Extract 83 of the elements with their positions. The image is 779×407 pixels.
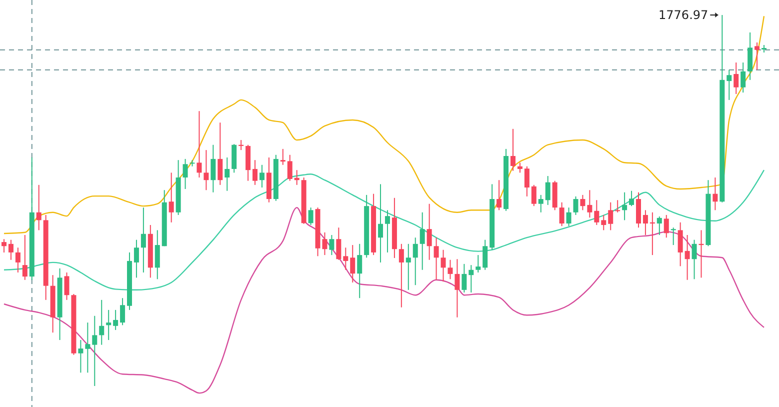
candlestick [462, 263, 467, 294]
candlestick [748, 32, 753, 80]
candlestick [182, 158, 188, 190]
candlestick [398, 243, 404, 308]
candlestick [350, 244, 356, 283]
candlestick [336, 227, 342, 260]
candlestick [378, 184, 384, 263]
candlestick [168, 172, 174, 223]
candlestick [420, 212, 425, 270]
candlestick [218, 122, 223, 186]
candlestick [22, 234, 28, 280]
candlestick [726, 69, 732, 100]
candlestick [559, 202, 564, 227]
candlestick [426, 203, 432, 260]
candlestick [259, 164, 264, 188]
candlestick [629, 190, 634, 207]
candlestick [538, 194, 544, 213]
candlestick [92, 315, 98, 386]
candlestick [622, 192, 628, 221]
candlestick [608, 202, 614, 231]
candlestick [224, 156, 230, 192]
candlestick [656, 216, 662, 236]
candlestick [204, 150, 209, 191]
candlestick [15, 247, 20, 273]
candlestick [517, 162, 522, 174]
candlestick [573, 196, 578, 216]
candlestick [280, 148, 286, 166]
candlestick [482, 239, 488, 270]
candlestick [287, 154, 292, 182]
candlestick [476, 254, 481, 273]
candlestick [496, 180, 502, 211]
candlestick [670, 227, 676, 246]
candlestick [99, 299, 104, 346]
candlestick [524, 166, 530, 197]
candlestick [692, 239, 697, 280]
candlestick [594, 200, 600, 226]
candlestick [106, 309, 112, 340]
candlestick [712, 177, 718, 211]
candlestick [2, 238, 6, 253]
candlestick [36, 184, 42, 231]
candlestick [448, 259, 453, 280]
candlestick [678, 222, 683, 267]
candlestick [85, 322, 90, 374]
candlestick [531, 184, 536, 207]
candlestick [64, 272, 70, 300]
candlestick [545, 176, 550, 206]
candlestick [329, 234, 334, 256]
candlestick [440, 249, 446, 282]
candlestick [412, 237, 418, 286]
candlestick [196, 110, 202, 178]
candlestick [238, 140, 244, 151]
candlestick [113, 309, 118, 330]
candlestick [134, 239, 139, 278]
candlestick [642, 210, 648, 236]
candlestick [210, 144, 216, 193]
candlestick [601, 214, 606, 231]
candlestick [734, 62, 739, 95]
candlestick [580, 194, 586, 211]
candlestick [154, 230, 160, 280]
candlestick [566, 207, 572, 227]
candlestick [140, 207, 146, 273]
candlestick [740, 62, 746, 94]
candlestick [252, 160, 258, 186]
candlestick [684, 234, 690, 280]
candlestick [510, 128, 516, 172]
annotation: 1776.97 [658, 8, 708, 22]
candlestick [615, 200, 620, 213]
candlestick [384, 210, 390, 253]
candlestick [650, 212, 655, 256]
candlestick [664, 214, 669, 238]
candlestick [120, 298, 126, 326]
candlestick [357, 243, 362, 299]
candlestick [587, 190, 592, 218]
candlestick [308, 207, 314, 226]
candlestick [754, 42, 760, 70]
candlestick [78, 339, 84, 374]
candlestick [434, 237, 439, 280]
candlestick [343, 247, 348, 270]
candlestick [454, 258, 460, 318]
candlestick [8, 239, 14, 260]
candlestick [698, 230, 704, 278]
candlestick [468, 264, 474, 294]
candlestick [406, 243, 411, 290]
